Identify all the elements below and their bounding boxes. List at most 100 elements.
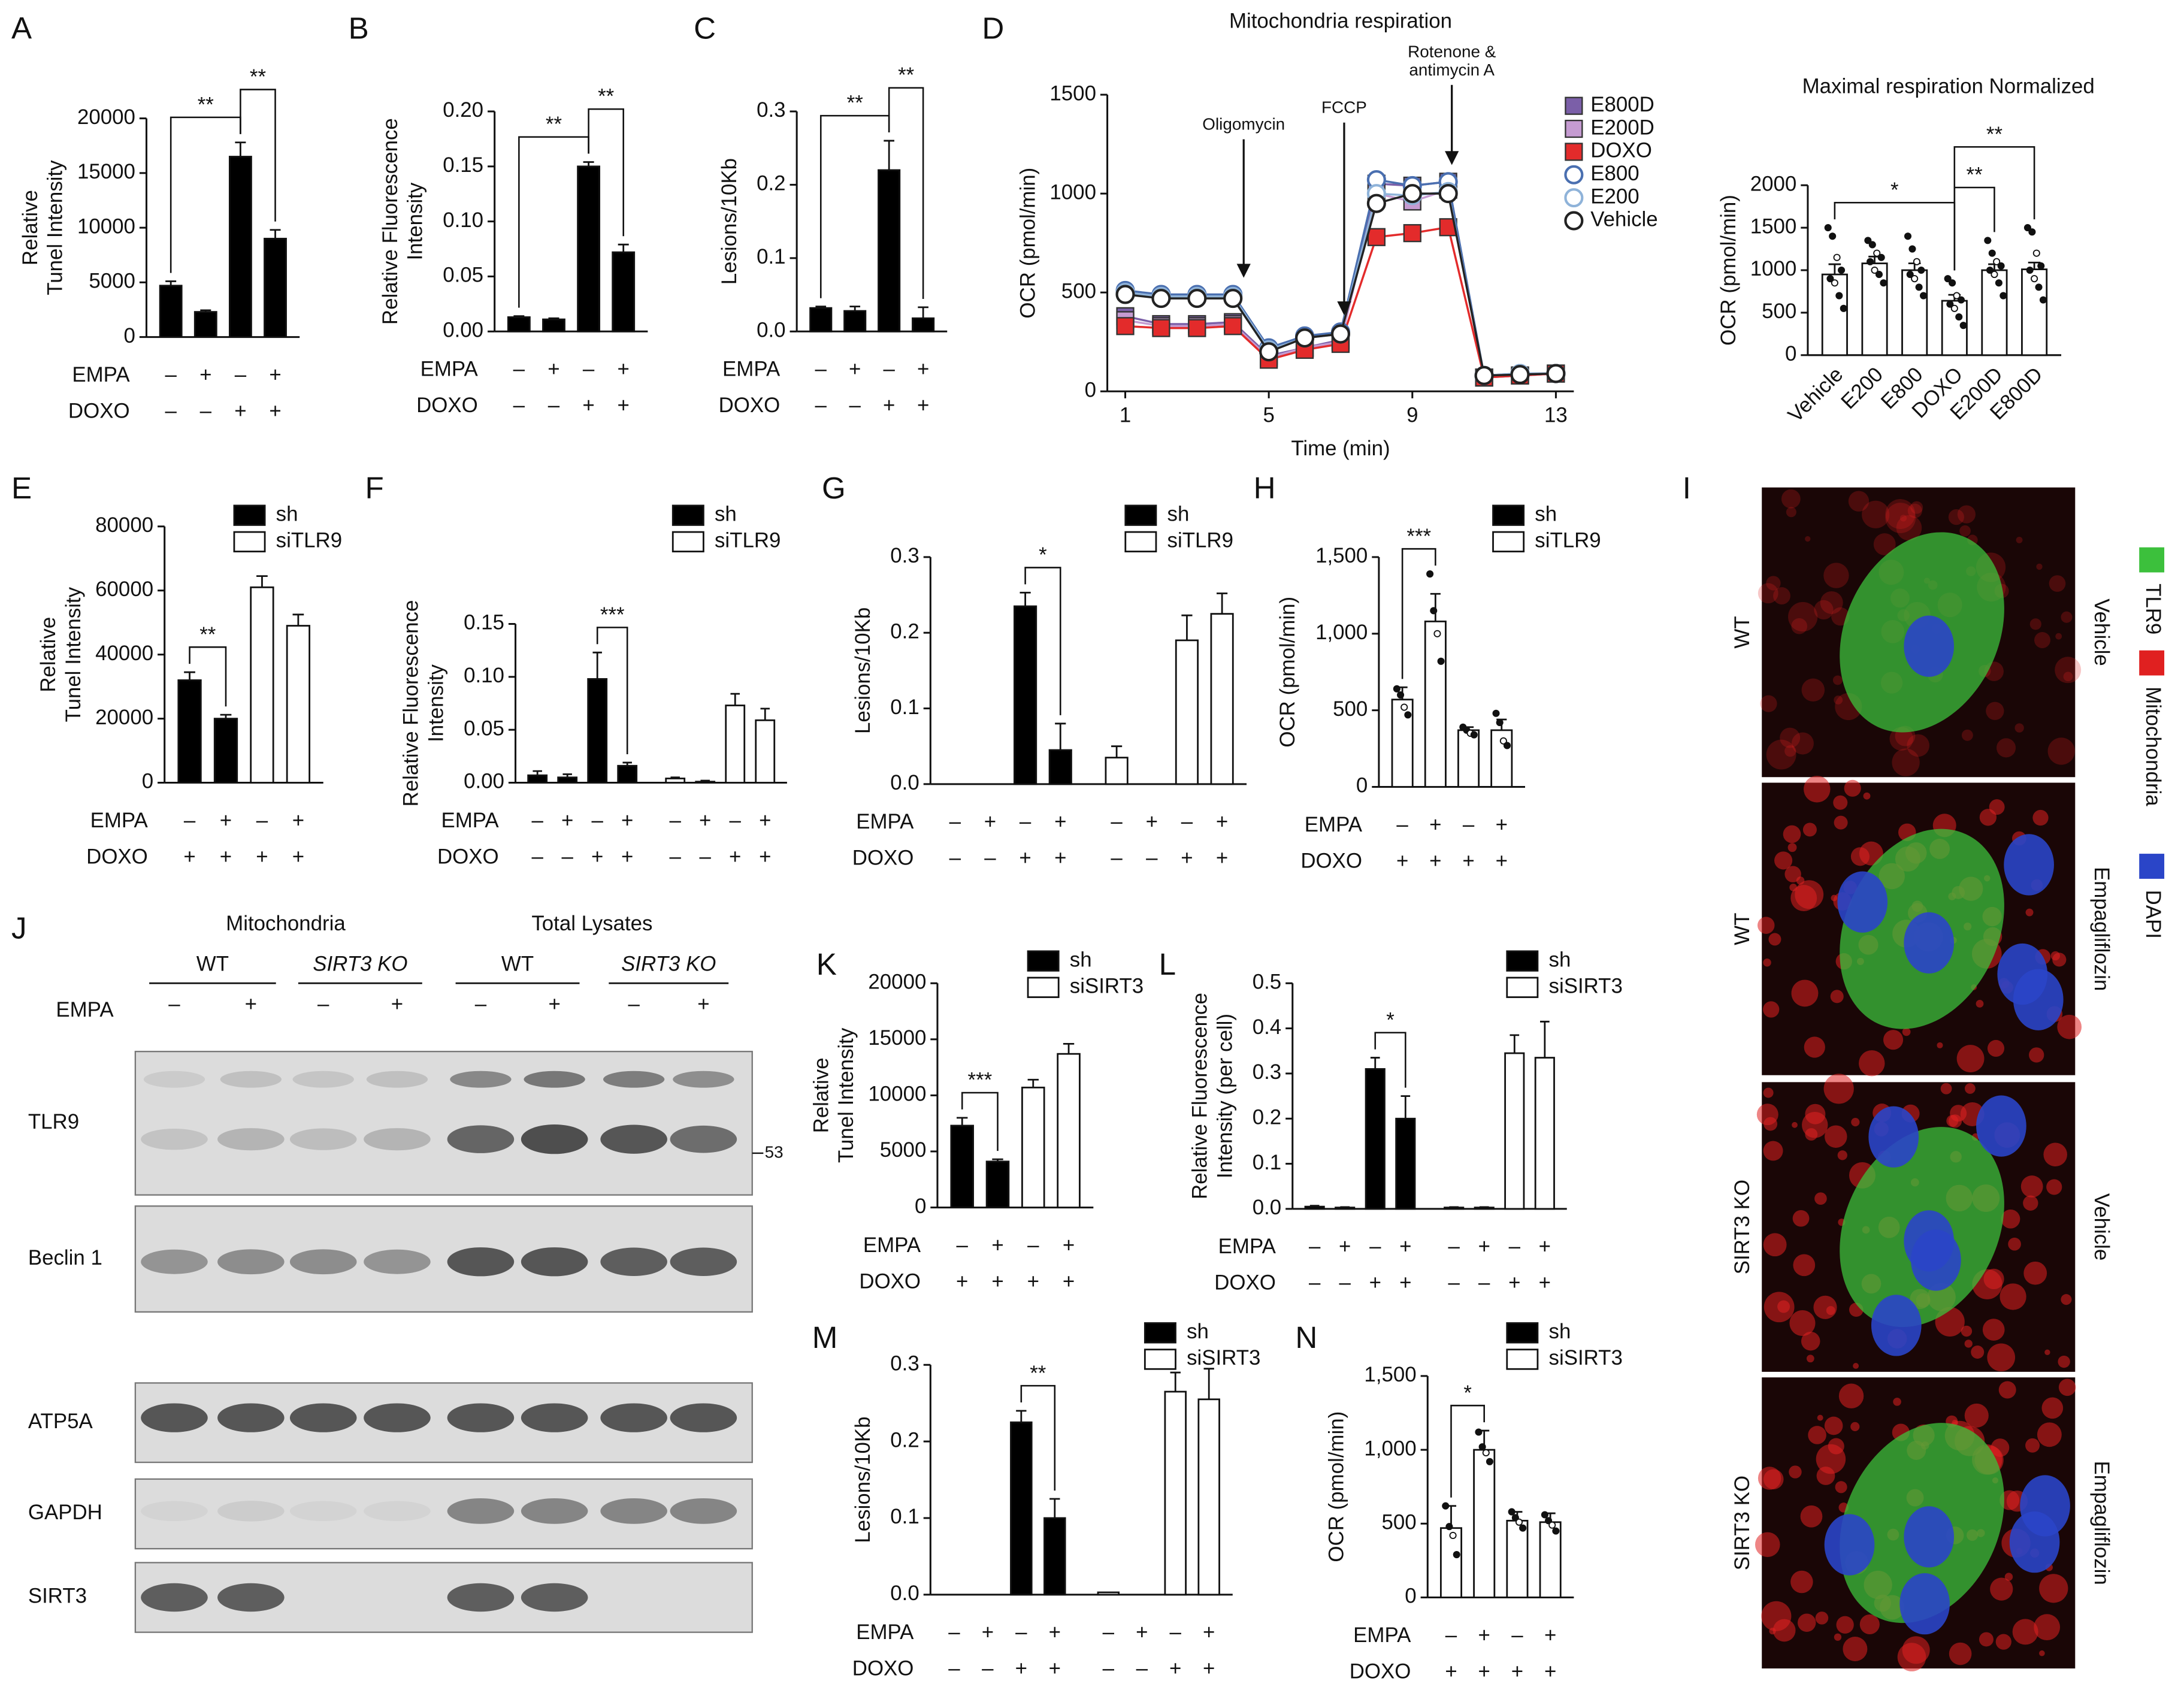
- condition-sign: –: [256, 809, 268, 832]
- stain-red: [1896, 515, 1922, 541]
- significance-bracket: [1953, 186, 1995, 271]
- stain-red: [1763, 1087, 1774, 1098]
- y-tick-label: 0: [123, 324, 135, 347]
- error-bar: [918, 306, 928, 319]
- data-point: [1873, 249, 1881, 257]
- data-point: [1393, 685, 1400, 693]
- bar: [950, 1124, 974, 1208]
- condition-sign: –: [548, 394, 560, 417]
- condition-sign: +: [1445, 1659, 1457, 1681]
- stain-red: [1850, 1422, 1860, 1431]
- data-point: [1492, 709, 1500, 717]
- condition-sign: +: [991, 1269, 1003, 1293]
- bar: [1861, 262, 1888, 356]
- y-tick-label: 60000: [95, 578, 153, 601]
- error-bar: [592, 651, 602, 679]
- data-point: [1403, 224, 1421, 243]
- y-tick-label: 500: [1333, 697, 1368, 721]
- blot-band: [364, 1128, 431, 1151]
- stain-red: [2034, 1614, 2061, 1641]
- legend-label: siSIRT3: [1549, 1346, 1623, 1369]
- blot-band: [217, 1583, 285, 1612]
- data-point: [2028, 228, 2036, 236]
- y-tick-label: 40000: [95, 642, 153, 665]
- legend-label: sh: [1549, 948, 1571, 971]
- stain-red: [1805, 536, 1811, 542]
- error-bar: [1309, 1205, 1320, 1207]
- error-bar: [1479, 1206, 1489, 1208]
- legend-marker: [1565, 96, 1583, 115]
- y-axis-label: OCR (pmol/min): [1325, 1411, 1348, 1562]
- condition-sign: +: [1136, 1620, 1148, 1644]
- stain-red: [1783, 825, 1801, 843]
- condition-sign: +: [1478, 1235, 1490, 1258]
- y-tick-label: 15000: [77, 160, 135, 183]
- blot-panel: [134, 1051, 753, 1196]
- blot-band: [524, 1071, 585, 1088]
- y-tick-label: 10000: [77, 214, 135, 238]
- stain-red: [1820, 591, 1843, 614]
- condition-sign: +: [292, 845, 304, 868]
- x-axis-label: Time (min): [1291, 437, 1390, 460]
- error-bar: [583, 161, 594, 167]
- stain-red: [2058, 1355, 2070, 1368]
- condition-sign: +: [618, 394, 630, 417]
- stain-red: [2043, 1142, 2067, 1167]
- bar: [1304, 1205, 1325, 1210]
- condition-sign: +: [1429, 813, 1441, 836]
- bar: [1473, 1449, 1496, 1598]
- y-tick-label: 0.5: [1253, 970, 1281, 994]
- condition-sign: –: [670, 809, 682, 832]
- data-point: [1470, 731, 1478, 739]
- legend-swatch: [1027, 976, 1060, 998]
- condition-sign: –: [984, 846, 996, 870]
- stain-blue: [1911, 1229, 1961, 1291]
- stain-red: [1979, 1632, 1994, 1647]
- stain-red: [1971, 1346, 1985, 1359]
- legend-label: E200: [1590, 185, 1639, 208]
- stain-red: [1907, 503, 1922, 518]
- stain-red: [1885, 499, 1916, 530]
- error-bar: [1449, 1206, 1459, 1208]
- y-tick-label: 500: [1762, 300, 1796, 323]
- y-axis-label: Relative Fluorescence: [1188, 993, 1212, 1199]
- stain-blue: [2004, 834, 2054, 896]
- stain-red: [1948, 509, 1964, 525]
- y-tick-label: 1,000: [1364, 1437, 1416, 1460]
- data-point: [1259, 342, 1279, 362]
- y-tick-label: 0.3: [1253, 1060, 1281, 1084]
- condition-sign: +: [1063, 1269, 1075, 1293]
- condition-sign: –: [200, 399, 212, 422]
- stain-red: [1758, 917, 1775, 934]
- data-point: [1295, 328, 1315, 348]
- data-point: [2035, 283, 2043, 291]
- stain-red: [2014, 723, 2024, 733]
- bar: [177, 679, 202, 784]
- stain-red: [1825, 1125, 1847, 1148]
- condition-sign: –: [982, 1657, 994, 1680]
- stain-red: [2023, 1195, 2038, 1211]
- bar: [912, 317, 935, 332]
- data-point: [1426, 570, 1434, 578]
- condition-sign: +: [269, 399, 281, 422]
- y-axis-label: OCR (pmol/min): [1017, 168, 1040, 319]
- stain-red: [1907, 734, 1929, 757]
- error-bar: [235, 141, 246, 157]
- condition-sign: +: [982, 1620, 994, 1644]
- stain-blue: [1837, 871, 1888, 933]
- panel-letter: L: [1159, 947, 1176, 981]
- significance-bracket: [1024, 567, 1061, 715]
- data-point: [1829, 232, 1837, 240]
- error-bar: [184, 671, 195, 681]
- condition-label: DOXO: [416, 394, 478, 417]
- stain-red: [1833, 795, 1848, 810]
- chart-title: Maximal respiration Normalized: [1802, 75, 2095, 98]
- blot-band: [447, 1583, 515, 1612]
- stain-red: [1987, 1039, 2005, 1057]
- y-tick-label: 1000: [1049, 180, 1096, 204]
- significance-bracket: [588, 108, 624, 237]
- bar: [1981, 269, 2008, 356]
- bar: [1439, 1527, 1463, 1598]
- condition-sign: –: [165, 363, 177, 386]
